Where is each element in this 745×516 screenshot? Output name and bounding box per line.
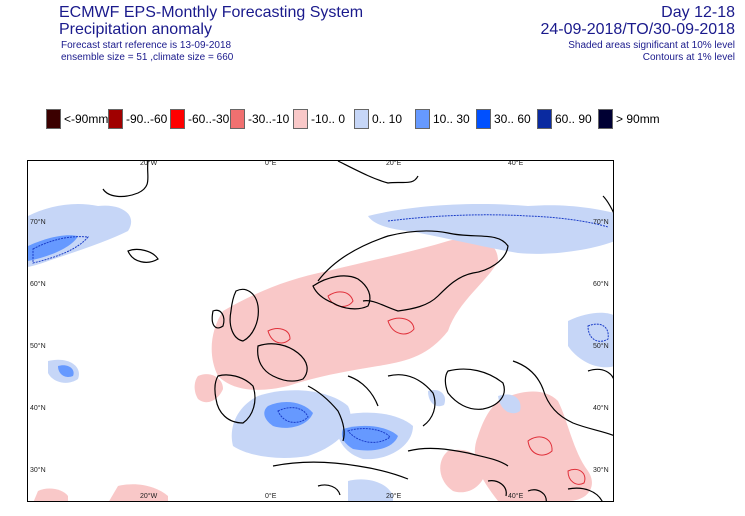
- tick-bottom-0e: 0°E: [265, 493, 277, 500]
- tick-top-0e: 0°E: [265, 160, 277, 167]
- tick-right-50n: 50°N: [593, 343, 609, 350]
- legend-item: -60..-30: [170, 108, 229, 130]
- legend-item: 10.. 30: [415, 108, 470, 130]
- tick-right-40n: 40°N: [593, 405, 609, 412]
- legend-item: -90..-60: [108, 108, 167, 130]
- map-svg: [28, 161, 613, 501]
- legend-label: -90..-60: [126, 112, 168, 126]
- legend-item: 60.. 90: [537, 108, 592, 130]
- tick-top-20e: 20°E: [386, 160, 402, 167]
- tick-left-70n: 70°N: [30, 219, 46, 226]
- forecast-start: Forecast start reference is 13-09-2018: [61, 40, 232, 51]
- legend-swatch: [537, 109, 552, 129]
- legend-swatch: [293, 109, 308, 129]
- coastlines: [102, 161, 613, 501]
- legend-swatch: [476, 109, 491, 129]
- title: ECMWF EPS-Monthly Forecasting System: [59, 4, 364, 21]
- tick-top-20w: 20°W: [140, 160, 158, 167]
- legend-label: 0.. 10: [372, 112, 403, 126]
- dry-anomaly-areas: [33, 237, 592, 501]
- legend-label: 60.. 90: [555, 112, 592, 126]
- legend-label: 30.. 60: [494, 112, 531, 126]
- legend-swatch: [354, 109, 369, 129]
- date-range: 24-09-2018/TO/30-09-2018: [540, 21, 735, 38]
- tick-right-60n: 60°N: [593, 281, 609, 288]
- period-label: Day 12-18: [661, 4, 735, 21]
- map-panel: 20°W 0°E 20°E 40°E 20°W 0°E 20°E 40°E 70…: [27, 160, 614, 502]
- legend: <-90mm -90..-60 -60..-30 -30..-10 -10.. 0 0..…: [46, 108, 745, 130]
- legend-item: -30..-10: [230, 108, 289, 130]
- legend-label: -10.. 0: [311, 112, 346, 126]
- legend-item: 0.. 10: [354, 108, 402, 130]
- tick-left-60n: 60°N: [30, 281, 46, 288]
- tick-right-70n: 70°N: [593, 219, 609, 226]
- tick-bottom-20w: 20°W: [140, 493, 158, 500]
- legend-swatch: [415, 109, 430, 129]
- legend-label: 10.. 30: [433, 112, 470, 126]
- subtitle: Precipitation anomaly: [59, 21, 212, 38]
- legend-item: -10.. 0: [293, 108, 345, 130]
- legend-swatch: [108, 109, 123, 129]
- legend-label: <-90mm: [64, 112, 109, 126]
- legend-swatch: [598, 109, 613, 129]
- legend-label: -30..-10: [248, 112, 290, 126]
- legend-swatch: [230, 109, 245, 129]
- legend-item: <-90mm: [46, 108, 108, 130]
- tick-right-30n: 30°N: [593, 467, 609, 474]
- wet-anomaly-areas: [28, 204, 613, 501]
- significance-note: Shaded areas significant at 10% level: [568, 40, 735, 51]
- legend-item: 30.. 60: [476, 108, 531, 130]
- tick-bottom-40e: 40°E: [508, 493, 524, 500]
- legend-item: > 90mm: [598, 108, 660, 130]
- wet-contours: [32, 214, 609, 443]
- tick-bottom-20e: 20°E: [386, 493, 402, 500]
- legend-swatch: [46, 109, 61, 129]
- legend-label: > 90mm: [616, 112, 660, 126]
- contour-note: Contours at 1% level: [642, 52, 735, 63]
- tick-left-30n: 30°N: [30, 467, 46, 474]
- tick-left-50n: 50°N: [30, 343, 46, 350]
- legend-swatch: [170, 109, 185, 129]
- ensemble-size: ensemble size = 51 ,climate size = 660: [61, 52, 234, 63]
- tick-left-40n: 40°N: [30, 405, 46, 412]
- tick-top-40e: 40°E: [508, 160, 524, 167]
- legend-label: -60..-30: [188, 112, 230, 126]
